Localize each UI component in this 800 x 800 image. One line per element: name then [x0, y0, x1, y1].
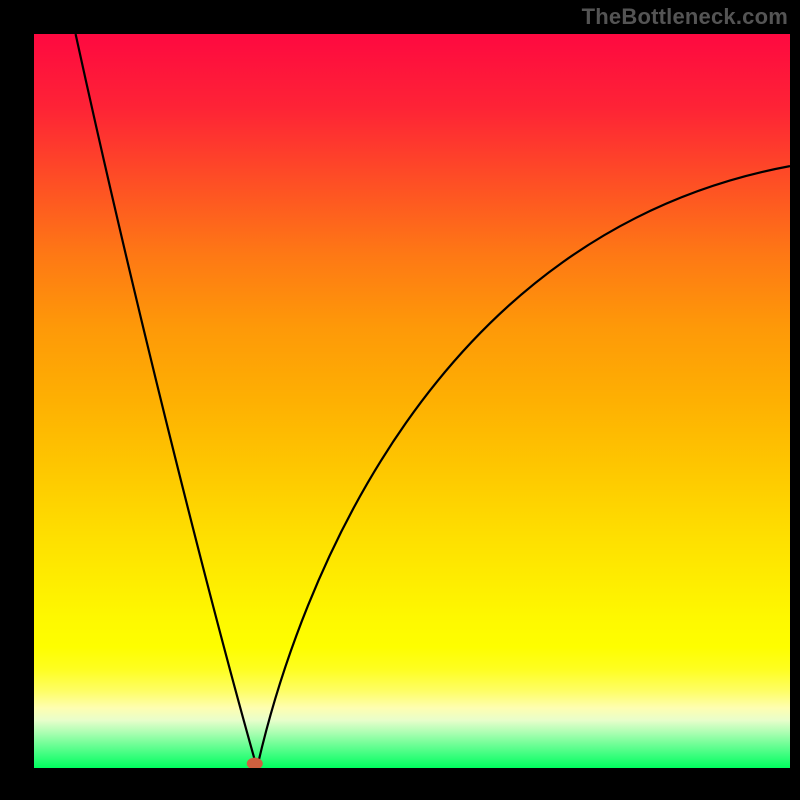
curve-layer [34, 34, 790, 768]
watermark-text: TheBottleneck.com [582, 4, 788, 30]
plot-area [34, 34, 790, 768]
bottleneck-curve [76, 34, 790, 768]
minimum-marker [247, 758, 263, 768]
chart-container: TheBottleneck.com [0, 0, 800, 800]
